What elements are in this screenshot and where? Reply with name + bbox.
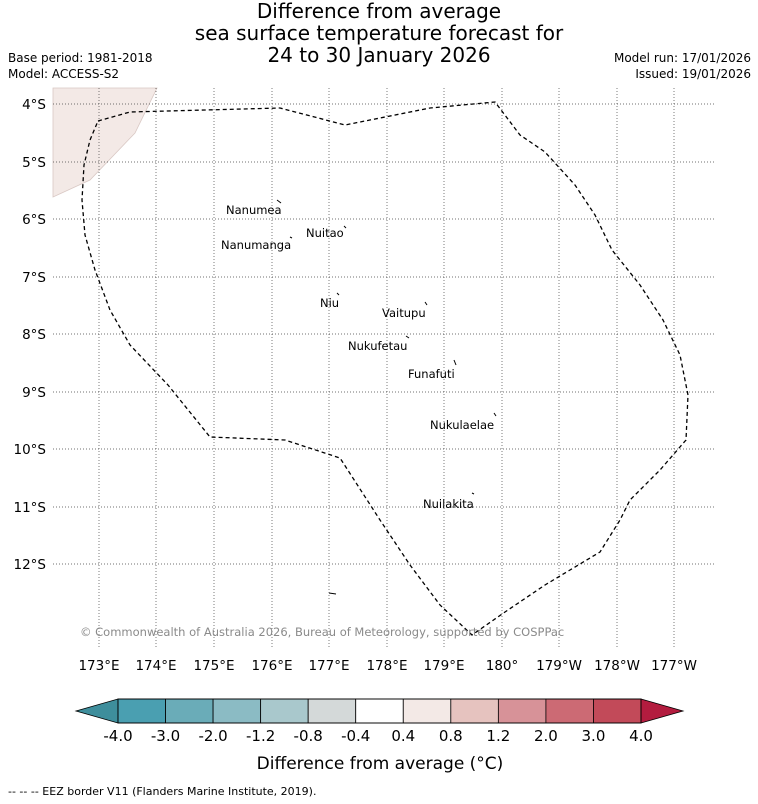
colorbar-tick-label: 2.0 [534, 727, 558, 745]
colorbar-cell [545, 698, 594, 724]
island-outlines [276, 199, 497, 595]
island-nanumea [276, 199, 282, 204]
colorbar-cells [117, 698, 642, 724]
lat-label-6s: 6°S [22, 212, 46, 228]
colorbar-tick-label: 1.2 [486, 727, 510, 745]
lat-gridlines [53, 103, 714, 565]
colorbar-label: Difference from average (°C) [257, 754, 504, 774]
colorbar-tick-label: -3.0 [151, 727, 180, 745]
anomaly-shading [52, 87, 158, 198]
lat-label-9s: 9°S [22, 385, 46, 401]
lat-label-5s: 5°S [22, 155, 46, 171]
title-line-1: Difference from average [256, 0, 502, 23]
lon-label-179e: 179°E [423, 658, 464, 674]
colorbar-cell [165, 698, 214, 724]
colorbar-tick-label: 0.4 [391, 727, 415, 745]
lon-label-178e: 178°E [366, 658, 407, 674]
lon-label-180: 180° [486, 658, 519, 674]
island-labels: Nanumea Nuitao Nanumanga Niu Vaitupu Nuk… [221, 203, 494, 511]
colorbar-cell [402, 698, 452, 724]
island-funafuti [453, 359, 457, 366]
meta-left: Base period: 1981-2018 Model: ACCESS-S2 [8, 50, 153, 82]
lon-label-175e: 175°E [193, 658, 234, 674]
issued-date: Issued: 19/01/2026 [635, 67, 751, 81]
lat-labels: 4°S 5°S 6°S 7°S 8°S 9°S 10°S 11°S 12°S [14, 97, 47, 573]
colorbar-tick-label: -0.4 [341, 727, 370, 745]
lon-labels: 173°E 174°E 175°E 176°E 177°E 178°E 179°… [78, 658, 696, 674]
colorbar-tick-label: 3.0 [582, 727, 606, 745]
base-period: Base period: 1981-2018 [8, 51, 153, 65]
island-label-vaitupu: Vaitupu [382, 306, 426, 320]
island-vaitupu [424, 301, 428, 306]
meta-right: Model run: 17/01/2026 Issued: 19/01/2026 [614, 50, 751, 82]
colorbar-tick-label: -4.0 [103, 727, 132, 745]
lat-label-7s: 7°S [22, 270, 46, 286]
island-nuilakita [471, 492, 475, 495]
map-title: Difference from average sea surface temp… [0, 0, 758, 66]
island-nukufetau [405, 335, 410, 339]
lon-label-178w: 178°W [594, 658, 640, 674]
lon-gridlines [98, 88, 675, 648]
island-nukulaelae [493, 412, 497, 417]
colorbar: -4.0 -3.0 -2.0 -1.2 -0.8 -0.4 0.4 0.8 1.2 2.0 3.0 4… [74, 698, 685, 774]
island-label-nuitao: Nuitao [306, 226, 344, 240]
map-figure: Nanumea Nuitao Nanumanga Niu Vaitupu Nuk… [14, 87, 714, 774]
lat-label-11s: 11°S [14, 500, 47, 516]
footer-legend: -- -- -- EEZ border V11 (Flanders Marine… [8, 785, 317, 798]
colorbar-cell [212, 698, 262, 724]
island-label-nanumea: Nanumea [226, 203, 282, 217]
colorbar-ticks: -4.0 -3.0 -2.0 -1.2 -0.8 -0.4 0.4 0.8 1.2 2.0 3.0 4… [103, 727, 653, 745]
lon-label-179w: 179°W [536, 658, 582, 674]
model-name: Model: ACCESS-S2 [8, 67, 120, 81]
lon-label-173e: 173°E [78, 658, 119, 674]
island-label-nanumanga: Nanumanga [221, 238, 291, 252]
island-label-funafuti: Funafuti [408, 367, 455, 381]
colorbar-extend-high [640, 698, 685, 724]
lat-label-8s: 8°S [22, 327, 46, 343]
lat-label-10s: 10°S [14, 442, 47, 458]
colorbar-cell [497, 698, 547, 724]
eez-border [81, 101, 689, 636]
title-line-3: 24 to 30 January 2026 [267, 43, 491, 67]
island-niu [336, 292, 340, 296]
lon-label-174e: 174°E [135, 658, 176, 674]
model-run: Model run: 17/01/2026 [613, 51, 751, 65]
colorbar-cell [307, 698, 357, 724]
island-label-nukufetau: Nukufetau [348, 339, 407, 353]
colorbar-cell [260, 698, 309, 724]
lon-label-176e: 176°E [251, 658, 292, 674]
island-label-nukulaelae: Nukulaelae [430, 418, 494, 432]
colorbar-tick-label: -1.2 [246, 727, 275, 745]
lat-label-4s: 4°S [22, 97, 46, 113]
lon-label-177e: 177°E [308, 658, 349, 674]
island-label-niu: Niu [320, 296, 339, 310]
colorbar-tick-label: 0.8 [439, 727, 463, 745]
colorbar-tick-label: -2.0 [198, 727, 227, 745]
colorbar-cell [450, 698, 499, 724]
colorbar-tick-label: 4.0 [629, 727, 653, 745]
lon-label-177w: 177°W [651, 658, 697, 674]
island-nanumanga [289, 236, 293, 239]
island-reef [328, 592, 337, 595]
title-line-2: sea surface temperature forecast for [194, 21, 564, 45]
colorbar-tick-label: -0.8 [294, 727, 323, 745]
colorbar-frame [117, 698, 642, 724]
colorbar-cell [117, 698, 166, 724]
island-nuitao [343, 225, 347, 229]
lat-label-12s: 12°S [14, 557, 47, 573]
colorbar-cell [593, 698, 642, 724]
colorbar-cell [355, 698, 404, 724]
colorbar-extend-low [74, 698, 119, 724]
copyright-text: © Commonwealth of Australia 2026, Bureau… [80, 625, 564, 639]
island-label-nuilakita: Nuilakita [423, 497, 474, 511]
